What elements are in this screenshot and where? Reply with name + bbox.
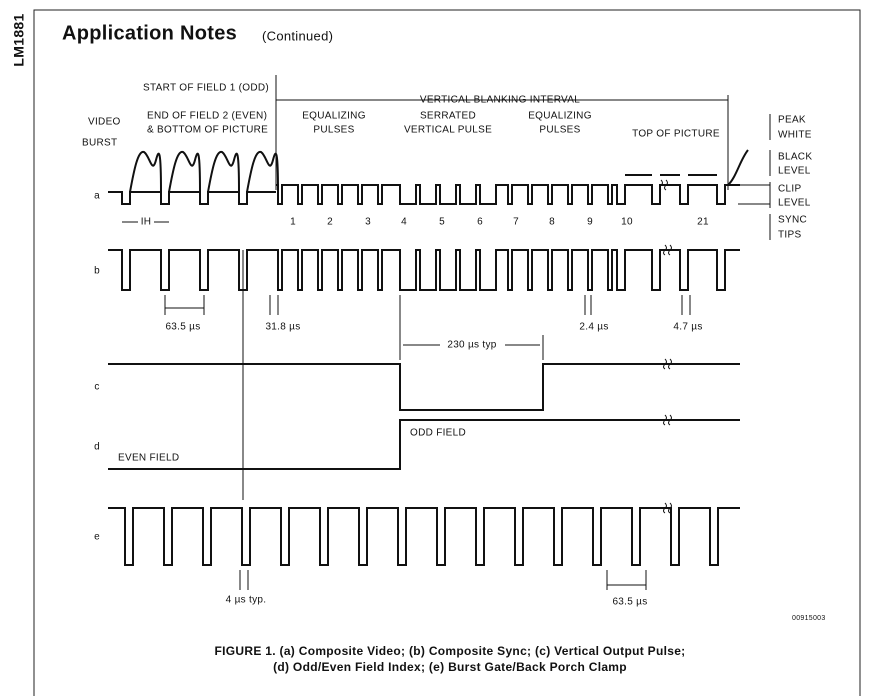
measurement: 4.7 µs	[673, 322, 702, 333]
annotation: & BOTTOM OF PICTURE	[147, 125, 268, 136]
dimension	[122, 221, 691, 590]
annotation: VIDEO	[88, 117, 121, 128]
measurement: 31.8 µs	[265, 322, 300, 333]
field-label: EVEN FIELD	[118, 453, 179, 464]
annotation: LEVEL	[778, 166, 811, 177]
wave-a-pre	[108, 191, 276, 205]
annotation: PULSES	[313, 125, 354, 136]
subtitle: (Continued)	[262, 28, 333, 43]
line-number: 7	[513, 217, 519, 228]
annotation: WHITE	[778, 130, 812, 141]
wave-b	[108, 249, 740, 291]
caption: FIGURE 1. (a) Composite Video; (b) Compo…	[215, 644, 686, 658]
line-number: 1	[290, 217, 296, 228]
figure-code: 00915003	[792, 615, 826, 622]
measurement: 230 µs typ	[447, 340, 496, 351]
line-number: 8	[549, 217, 555, 228]
annotation: SYNC	[778, 215, 807, 226]
line-number: 2	[327, 217, 333, 228]
annotation: BLACK	[778, 152, 812, 163]
annotation: TIPS	[778, 230, 801, 241]
annotation: TOP OF PICTURE	[632, 129, 720, 140]
annotation: VERTICAL PULSE	[404, 125, 492, 136]
break-mark	[663, 502, 672, 514]
row-label: d	[94, 442, 100, 453]
line-number: 21	[697, 217, 709, 228]
annotation: START OF FIELD 1 (ODD)	[143, 83, 269, 94]
frame	[33, 9, 861, 696]
annotation: IH	[141, 217, 152, 228]
video-hump	[168, 151, 201, 193]
annotation: EQUALIZING	[302, 111, 366, 122]
row-label: b	[94, 266, 100, 277]
line-number: 5	[439, 217, 445, 228]
wave-d	[108, 419, 740, 470]
line-number: 9	[587, 217, 593, 228]
wave-c	[108, 363, 740, 411]
line-number: 10	[621, 217, 633, 228]
video-hump	[727, 149, 749, 186]
row-label: a	[94, 191, 100, 202]
video-hump	[207, 151, 240, 193]
annotation: EQUALIZING	[528, 111, 592, 122]
measurement: 4 µs typ.	[226, 595, 267, 606]
annotation: BURST	[82, 138, 117, 149]
wave-a	[276, 184, 740, 205]
row-label: e	[94, 532, 100, 543]
annotation: SERRATED	[420, 111, 476, 122]
measurement: 63.5 µs	[612, 597, 647, 608]
caption: (d) Odd/Even Field Index; (e) Burst Gate…	[273, 660, 627, 674]
field-label: ODD FIELD	[410, 428, 466, 439]
line-number: 4	[401, 217, 407, 228]
annotation: PEAK	[778, 115, 806, 126]
side-label: LM1881	[11, 13, 27, 66]
break-mark	[663, 358, 672, 370]
break-mark	[663, 244, 672, 256]
line-number: 6	[477, 217, 483, 228]
line-number: 3	[365, 217, 371, 228]
annotation: PULSES	[539, 125, 580, 136]
annotation: END OF FIELD 2 (EVEN)	[147, 111, 267, 122]
break-mark	[663, 414, 672, 426]
measurement: 2.4 µs	[579, 322, 608, 333]
video-hump	[246, 151, 279, 193]
row-label: c	[94, 382, 99, 393]
title: Application Notes	[62, 22, 237, 44]
video-hump	[129, 151, 162, 193]
annotation: LEVEL	[778, 198, 811, 209]
measurement: 63.5 µs	[165, 322, 200, 333]
guide	[242, 75, 770, 500]
break-mark	[659, 179, 668, 191]
wave-e	[108, 507, 740, 566]
annotation: CLIP	[778, 184, 801, 195]
